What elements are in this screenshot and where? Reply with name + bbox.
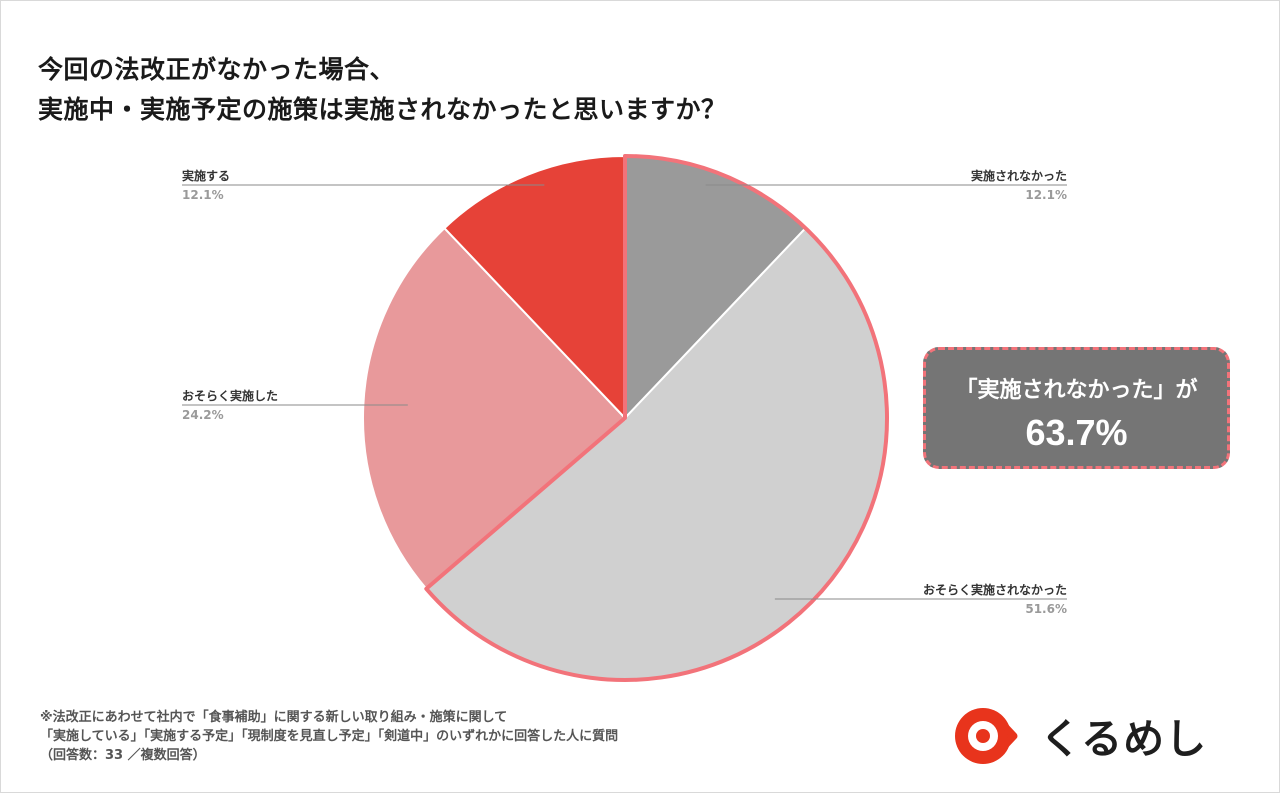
logo-icon <box>955 708 1018 764</box>
pie-slice-3 <box>443 154 626 421</box>
slice-value-1: 51.6% <box>1025 602 1067 616</box>
slice-label-0: 実施されなかった <box>971 168 1067 183</box>
highlight-outline <box>424 154 889 682</box>
slice-value-3: 12.1% <box>182 188 224 202</box>
slice-value-0: 12.1% <box>1025 188 1067 202</box>
title-line-2: 実施中・実施予定の施策は実施されなかったと思いますか？ <box>38 95 727 124</box>
slice-value-2: 24.2% <box>182 408 224 422</box>
slice-label-1: おそらく実施されなかった <box>923 582 1067 597</box>
slice-label-2: おそらく実施した <box>182 388 278 403</box>
footnote-line-3: （回答数：33 ／複数回答） <box>40 748 206 763</box>
slice-labels: 実施されなかった 12.1% おそらく実施されなかった 51.6% おそらく実施した 24… <box>182 168 1067 616</box>
callout-value: 63.7% <box>1025 412 1128 453</box>
footnote-line-1: ※法改正にあわせて社内で「食事補助」に関する新しい取り組み・施策に関して <box>40 710 508 725</box>
logo-text: くるめし <box>1040 715 1208 763</box>
highlight-outline-path <box>424 154 889 682</box>
title-line-1: 今回の法改正がなかった場合、 <box>38 55 396 84</box>
slice-label-3: 実施する <box>182 168 230 183</box>
callout-box: 「実施されなかった」が 63.7% <box>923 347 1230 469</box>
chart-title: 今回の法改正がなかった場合、 実施中・実施予定の施策は実施されなかったと思います… <box>38 50 727 130</box>
brand-logo: くるめし <box>948 703 1248 769</box>
footnote: ※法改正にあわせて社内で「食事補助」に関する新しい取り組み・施策に関して 「実施… <box>40 708 618 765</box>
footnote-line-2: 「実施している」「実施する予定」「現制度を見直し予定」「剣道中」のいずれかに回答… <box>40 729 619 744</box>
callout-text: 「実施されなかった」が <box>955 378 1198 403</box>
